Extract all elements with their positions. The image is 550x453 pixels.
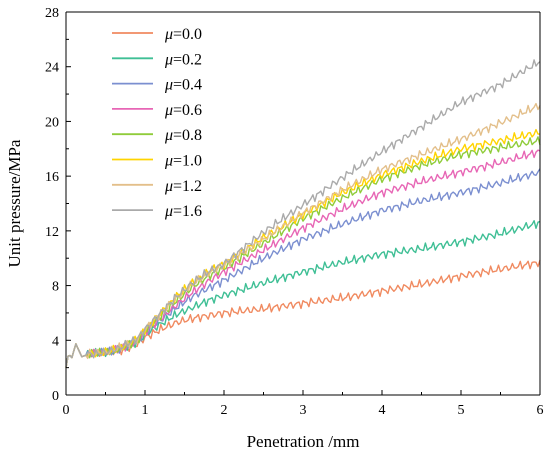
- y-tick-label: 28: [45, 6, 59, 21]
- series-line: [65, 102, 541, 368]
- x-tick-label: 4: [379, 403, 386, 418]
- y-tick-label: 24: [45, 61, 59, 76]
- series-line: [65, 259, 541, 368]
- y-axis-title: Unit pressure/MPa: [5, 139, 24, 267]
- y-tick-label: 12: [45, 225, 59, 240]
- legend-label: μ=1.0: [164, 153, 202, 170]
- legend-label: μ=1.2: [164, 178, 202, 195]
- plot-area: [65, 59, 541, 368]
- x-tick-label: 6: [537, 403, 544, 418]
- x-tick-label: 5: [458, 403, 465, 418]
- x-tick-label: 3: [300, 403, 307, 418]
- legend-label: μ=1.6: [164, 203, 202, 220]
- x-tick-label: 0: [63, 403, 70, 418]
- legend-label: μ=0.6: [164, 102, 202, 119]
- legend: μ=0.0 μ=0.2 μ=0.4 μ=0.6 μ=0.8 μ=1.0 μ=1.2 μ=1.6: [112, 26, 202, 220]
- y-tick-label: 4: [52, 334, 59, 349]
- x-axis-title: Penetration /mm: [247, 432, 360, 451]
- series-line: [65, 128, 540, 368]
- x-tick-label: 1: [142, 403, 149, 418]
- y-tick-label: 16: [45, 170, 59, 185]
- legend-label: μ=0.8: [164, 127, 202, 144]
- legend-label: μ=0.2: [164, 51, 202, 68]
- y-tick-label: 8: [52, 280, 59, 295]
- x-tick-label: 2: [221, 403, 228, 418]
- legend-label: μ=0.4: [164, 77, 202, 94]
- y-tick-label: 0: [52, 389, 59, 404]
- series-line: [65, 149, 541, 368]
- legend-label: μ=0.0: [164, 26, 202, 43]
- series-line: [65, 59, 541, 368]
- y-tick-label: 20: [45, 115, 59, 130]
